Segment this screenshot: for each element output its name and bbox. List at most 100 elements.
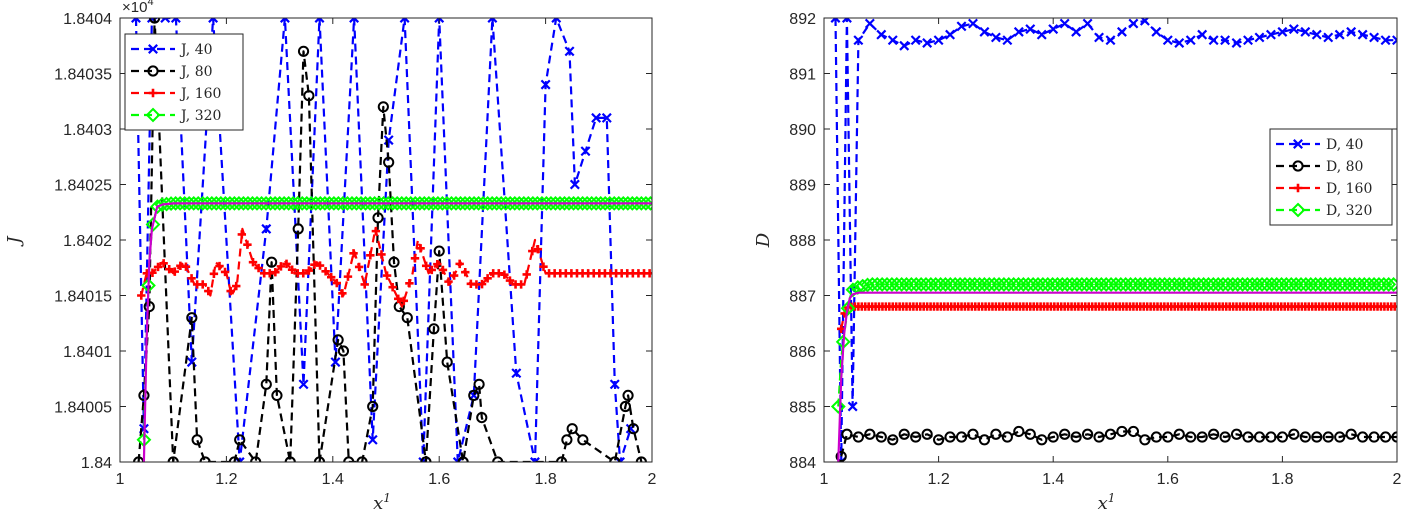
legend-entry: J, 40 (131, 42, 213, 58)
y-tick-label: 891 (789, 67, 816, 84)
data-point (160, 18, 171, 23)
data-point (516, 280, 526, 289)
plot-area (824, 18, 1397, 462)
x-axis-label-main: x (373, 493, 383, 514)
data-point (942, 276, 958, 292)
data-point (1006, 276, 1022, 292)
legend-label: D, 40 (1326, 137, 1363, 153)
data-point (204, 286, 213, 296)
data-point (540, 79, 551, 90)
data-point (615, 457, 626, 462)
data-point (1298, 276, 1314, 292)
data-point (1070, 431, 1082, 443)
data-point (947, 276, 963, 292)
series-d-320 (830, 276, 1397, 414)
data-point (1181, 276, 1197, 292)
series-d-40 (830, 18, 1397, 462)
data-point (561, 434, 573, 446)
y-multiplier-exp: 4 (147, 0, 153, 8)
data-point (1105, 35, 1116, 46)
data-point (1371, 276, 1387, 292)
data-point (441, 356, 453, 368)
data-point (360, 280, 369, 289)
data-point (522, 270, 531, 279)
data-point (928, 276, 944, 292)
data-point (1249, 276, 1265, 292)
x-tick-label: 1.2 (215, 471, 237, 488)
data-point (1151, 26, 1162, 37)
x-axis-label-sup: 1 (1108, 491, 1116, 505)
legend-entry: J, 80 (131, 64, 213, 80)
plot-series-group (130, 18, 652, 462)
data-point (452, 457, 463, 462)
data-point (1201, 276, 1216, 292)
y-tick-label: 890 (789, 122, 816, 139)
data-point (1259, 276, 1275, 292)
data-point (1368, 431, 1380, 443)
x-tick-label: 2 (1393, 471, 1402, 488)
data-point (1376, 276, 1392, 292)
data-point (923, 276, 939, 292)
data-point (1191, 276, 1207, 292)
data-point (1093, 431, 1105, 443)
data-point (1342, 276, 1358, 292)
data-point (1380, 35, 1391, 46)
data-point (260, 378, 272, 390)
data-point (170, 18, 181, 23)
data-point (1264, 276, 1280, 292)
x-axis-label: x1 (1098, 491, 1116, 514)
x-axis-label: x1 (373, 491, 391, 514)
data-point (427, 265, 436, 275)
data-point (864, 428, 876, 440)
data-point (1013, 26, 1024, 37)
data-point (1208, 428, 1220, 440)
data-point (1317, 276, 1333, 292)
data-point (297, 45, 310, 57)
data-point (416, 244, 425, 253)
data-point (1089, 276, 1104, 292)
data-point (1303, 276, 1319, 292)
data-point (899, 276, 914, 292)
legend: J, 40 J, 80 J, 160 J, 320 (124, 33, 244, 131)
data-point (955, 431, 968, 443)
data-point (889, 276, 905, 292)
y-axis-label: J (4, 235, 25, 248)
x-tick-label: 1.6 (428, 471, 450, 488)
data-point (1157, 276, 1173, 292)
data-point (1242, 431, 1254, 443)
data-point (910, 431, 922, 443)
data-point (271, 389, 283, 401)
data-point (1116, 26, 1127, 37)
data-point (918, 276, 934, 292)
data-point (609, 379, 620, 390)
data-point (388, 282, 397, 292)
data-point (494, 269, 503, 278)
data-point (566, 423, 578, 435)
data-point (1357, 29, 1368, 40)
data-point (864, 18, 875, 29)
data-point (1074, 276, 1090, 292)
data-point (1001, 276, 1017, 292)
data-point (835, 450, 847, 462)
data-point (394, 294, 403, 304)
data-point (165, 264, 174, 274)
y-tick-label: 1.84005 (54, 400, 112, 417)
data-point (1174, 37, 1185, 48)
data-point (1002, 35, 1013, 46)
data-point (1337, 276, 1353, 292)
series-line (142, 202, 652, 462)
data-point (601, 112, 612, 123)
data-point (401, 312, 413, 324)
data-point (130, 18, 141, 23)
data-point (500, 270, 509, 279)
y-multiplier-label: ×104 (122, 0, 154, 16)
data-point (910, 35, 921, 46)
data-point (967, 276, 983, 292)
data-point (1036, 29, 1047, 40)
data-point (903, 276, 919, 292)
data-point (933, 35, 944, 46)
data-point (444, 277, 453, 286)
data-point (261, 223, 272, 234)
x-axis-label-sup: 1 (383, 491, 391, 505)
